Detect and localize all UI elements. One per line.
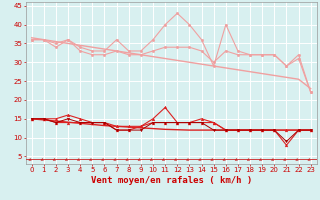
X-axis label: Vent moyen/en rafales ( km/h ): Vent moyen/en rafales ( km/h ) — [91, 176, 252, 185]
